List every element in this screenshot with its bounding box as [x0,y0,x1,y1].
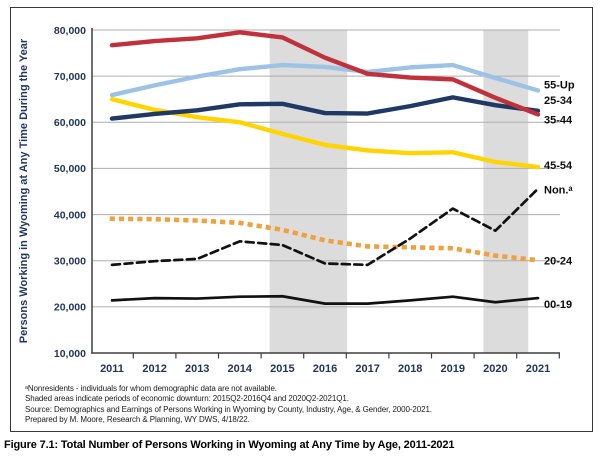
series-line-45-54 [109,97,541,170]
x-tick-label: 2014 [228,363,253,375]
x-tick-label: 2016 [313,363,337,375]
legend-label-35-44: 35-44 [544,114,573,126]
footnote-nonresidents: ᵃNonresidents - individuals for whom dem… [25,384,277,393]
legend-label-25-34: 25-34 [544,95,573,107]
x-tick-label: 2013 [185,363,209,375]
downturn-shaded-band [269,30,348,353]
figure-footnotes: ᵃNonresidents - individuals for whom dem… [25,384,570,426]
x-tick-label: 2021 [526,363,550,375]
legend-label-00-19: 00-19 [544,299,572,311]
footnote-prepared-by: Prepared by M. Moore, Research & Plannin… [25,415,250,425]
series-line-55-up [109,62,541,98]
y-tick-label: 30,000 [54,256,86,268]
series-line-00-19 [110,294,540,305]
y-tick-label: 60,000 [54,117,86,129]
footnote-source: Source: Demographics and Earnings of Per… [25,404,432,414]
series-line-25-34 [109,95,541,121]
series-line-20-24 [109,216,541,263]
y-tick-label: 40,000 [54,209,86,221]
legend-label-20-24: 20-24 [544,255,573,267]
wyoming-workers-by-age-line-chart: 10,000 20,000 30,000 40,000 50,000 60,000 70,0… [18,25,575,375]
legend-label-45-54: 45-54 [544,160,573,172]
series-line-non [110,187,540,267]
y-tick-label: 50,000 [54,163,86,175]
x-tick-label: 2011 [100,363,124,375]
x-tick-label: 2019 [441,363,465,375]
x-tick-label: 2018 [398,363,422,375]
x-tick-label: 2020 [483,363,507,375]
legend-label-55-up: 55-Up [544,79,575,91]
y-tick-label: 70,000 [54,71,86,83]
y-tick-label: 10,000 [54,348,86,360]
footnote-shaded-areas: Shaded areas indicate periods of economi… [25,394,349,404]
x-tick-label: 2015 [270,363,294,375]
x-tick-label: 2017 [355,363,379,375]
series-line-35-44 [109,30,541,117]
y-axis-title: Persons Working in Wyoming at Any Time D… [18,38,30,343]
x-tick-label: 2012 [142,363,166,375]
y-tick-label: 80,000 [54,25,86,37]
y-tick-label: 20,000 [54,302,86,314]
legend-label-non: Non.ᵃ [544,185,573,197]
figure-caption: Figure 7.1: Total Number of Persons Work… [4,439,455,451]
